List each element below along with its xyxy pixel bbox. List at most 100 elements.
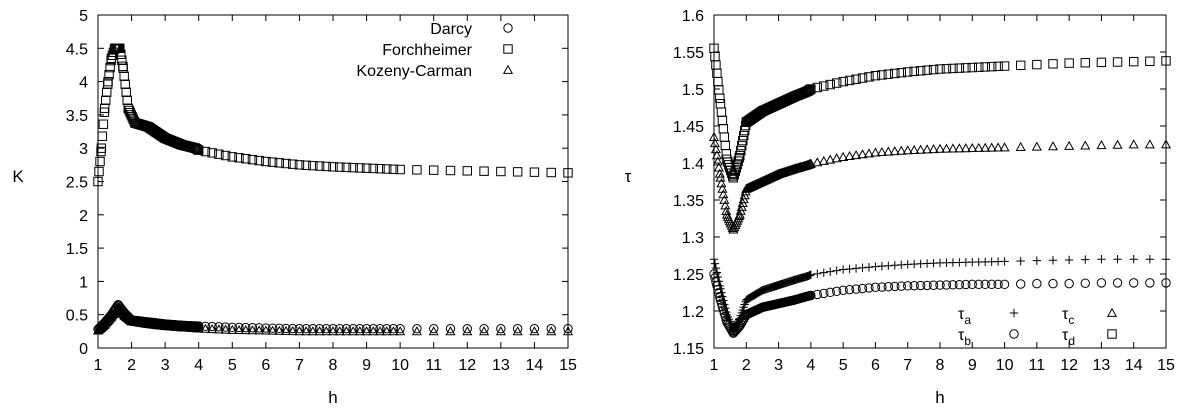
data-point	[735, 150, 745, 161]
data-point	[838, 151, 849, 161]
data-point	[947, 143, 958, 153]
data-point	[479, 166, 489, 176]
data-point	[341, 162, 352, 173]
data-point	[294, 323, 305, 334]
legend-marker	[1009, 308, 1019, 318]
data-point	[825, 287, 835, 298]
data-point	[1097, 255, 1106, 264]
data-point	[1128, 139, 1139, 149]
data-point	[281, 323, 291, 334]
legend-label: τb	[958, 327, 971, 348]
data-point	[863, 148, 875, 158]
legend-marker	[502, 64, 514, 74]
data-point	[864, 283, 874, 293]
data-point	[207, 148, 217, 158]
k-ticks: 1 2 3 4 5 6 7 8 9 10 11 12 13 14 1500.511.522.533.544.…	[66, 8, 577, 374]
tau-ticks: 1 2 3 4 5 6 7 8 9 10 11 12 13 14 151.151.21.251.31.351…	[673, 8, 1175, 374]
data-point	[328, 323, 338, 334]
data-point	[709, 255, 719, 264]
data-point	[719, 132, 730, 142]
data-point	[254, 155, 264, 166]
legend-label: Kozeny-Carman	[356, 63, 472, 80]
data-point	[922, 280, 932, 291]
data-point	[382, 164, 392, 174]
data-point	[812, 157, 823, 167]
data-point	[870, 147, 881, 157]
data-point	[902, 145, 913, 155]
data-point	[889, 146, 900, 156]
data-point	[234, 153, 244, 163]
data-point	[922, 65, 932, 75]
data-point	[961, 63, 971, 73]
data-point	[274, 158, 284, 168]
data-point	[445, 323, 456, 334]
data-point	[954, 279, 965, 290]
data-point	[818, 155, 829, 165]
data-point	[1096, 140, 1107, 150]
data-point	[247, 154, 258, 165]
y-tick-label: 1.25	[673, 267, 704, 284]
data-point	[361, 163, 372, 173]
data-point	[280, 325, 292, 335]
x-tick-label: 14	[526, 357, 544, 374]
data-point	[1081, 255, 1090, 264]
data-point	[194, 145, 204, 155]
data-point	[716, 107, 727, 117]
data-point	[712, 268, 722, 277]
y-tick-label: 1.45	[673, 119, 704, 136]
data-point	[896, 145, 907, 155]
data-point	[941, 64, 952, 74]
data-point	[261, 323, 271, 333]
data-point	[102, 87, 112, 97]
x-tick-label: 11	[1029, 357, 1046, 374]
data-point	[851, 264, 861, 273]
data-point	[227, 324, 238, 334]
data-point	[335, 323, 345, 334]
x-tick-label: 9	[968, 357, 977, 374]
data-point	[260, 325, 271, 335]
data-point	[909, 280, 919, 291]
data-point	[395, 323, 405, 334]
legend-label: Darcy	[430, 21, 472, 38]
data-point	[1048, 256, 1058, 265]
data-point	[999, 61, 1010, 71]
data-point	[805, 158, 816, 168]
data-point	[831, 78, 842, 88]
data-point	[200, 321, 211, 331]
data-point	[247, 323, 258, 333]
data-point	[831, 286, 842, 297]
data-point	[1129, 278, 1139, 288]
y-tick-label: 1.5	[66, 241, 88, 258]
x-tick-label: 4	[806, 357, 815, 374]
data-point	[974, 279, 984, 290]
data-point	[713, 76, 723, 87]
data-point	[890, 281, 900, 292]
data-point	[512, 323, 523, 334]
data-point	[857, 149, 868, 159]
y-tick-label: 1.6	[682, 8, 704, 25]
data-point	[241, 154, 251, 164]
data-point	[1032, 256, 1042, 265]
data-point	[1145, 255, 1155, 264]
y-tick-label: 0	[79, 341, 88, 358]
data-point	[1096, 278, 1107, 288]
data-point	[341, 326, 352, 336]
data-point	[729, 169, 740, 180]
data-point	[388, 323, 399, 334]
series-square	[93, 43, 573, 187]
data-point	[806, 270, 816, 279]
data-point	[804, 85, 815, 95]
x-tick-label: 13	[1093, 357, 1111, 374]
data-point	[715, 93, 725, 103]
data-point	[915, 144, 926, 154]
data-point	[563, 168, 573, 178]
y-tick-label: 2	[79, 208, 88, 225]
legend-label: τa	[958, 306, 971, 327]
data-point	[193, 323, 204, 333]
data-point	[428, 326, 439, 336]
data-point	[737, 140, 747, 151]
data-point	[281, 158, 291, 169]
data-point	[876, 146, 887, 157]
data-point	[739, 130, 749, 141]
data-point	[207, 321, 217, 332]
